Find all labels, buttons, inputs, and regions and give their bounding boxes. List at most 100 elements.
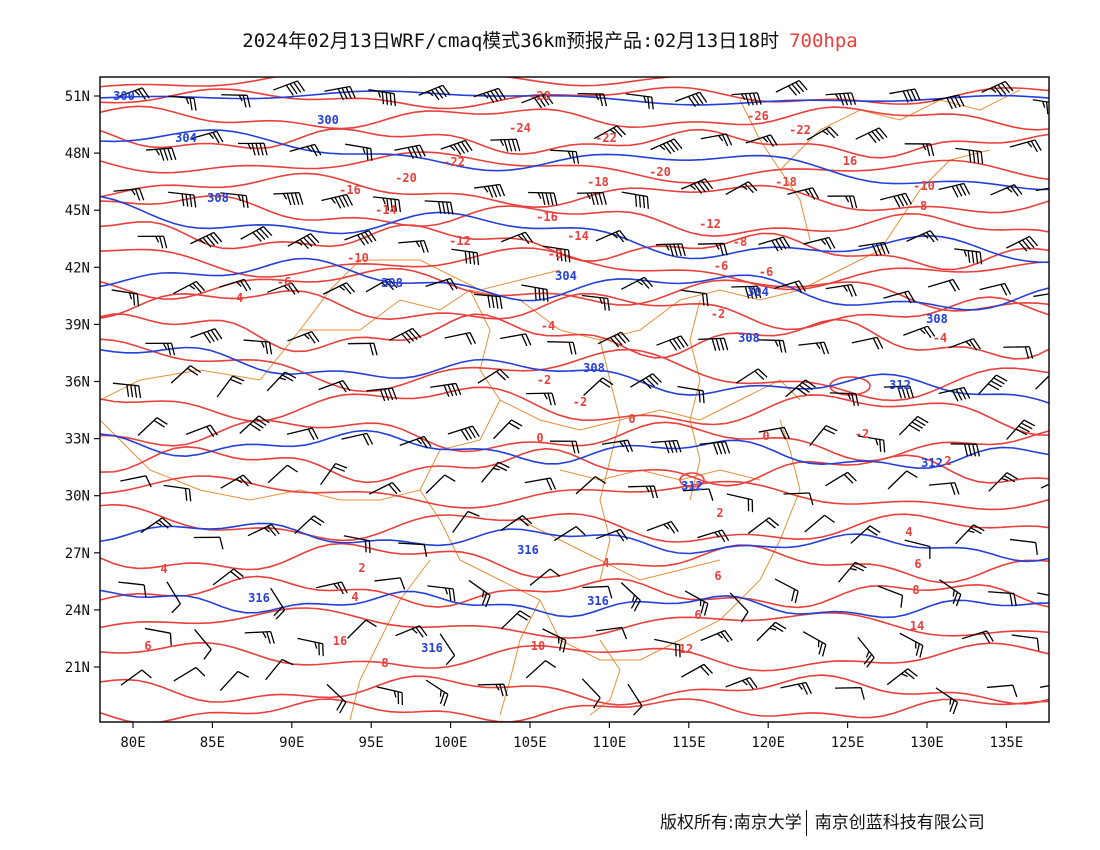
wind-barb (191, 130, 224, 144)
wind-barb (247, 523, 280, 537)
wind-barb (601, 439, 634, 453)
wind-barb (950, 443, 981, 457)
wind-barb (120, 669, 152, 686)
wind-barb (889, 88, 921, 103)
height-label: 308 (738, 331, 760, 345)
wind-barb (835, 687, 865, 700)
wind-barb (170, 365, 202, 384)
wind-barb (806, 126, 839, 141)
wind-barb (481, 461, 510, 483)
wind-barb (294, 515, 325, 535)
wind-barb (244, 631, 275, 644)
temperature-label: -8 (548, 247, 562, 261)
temperature-label: -4 (229, 291, 243, 305)
wind-barb (145, 342, 176, 356)
wind-barb (238, 142, 268, 156)
wind-barb (440, 139, 473, 156)
wind-barb (144, 627, 172, 646)
wind-barb (683, 488, 714, 501)
wind-barb (581, 678, 601, 709)
wind-barb (321, 193, 353, 209)
wind-barb (528, 191, 558, 206)
wind-barb (286, 427, 319, 441)
wind-barb (316, 581, 348, 595)
wind-barb (117, 87, 150, 100)
wind-barb (112, 382, 142, 399)
wind-barb (1006, 419, 1036, 440)
height-label: 304 (555, 269, 577, 283)
wind-barb (850, 525, 881, 544)
temperature-contour (679, 472, 705, 488)
lat-tick-label: 51N (65, 89, 90, 105)
wind-barb (906, 230, 939, 243)
wind-barb (425, 679, 449, 707)
wind-barb (577, 92, 608, 107)
pressure-level-label: 700hpa (789, 30, 858, 52)
wind-barb (575, 475, 606, 495)
height-label: 300 (113, 89, 135, 103)
wind-barb (798, 341, 830, 355)
wind-barb (118, 581, 147, 598)
wind-barb (627, 683, 643, 716)
wind-barb (289, 143, 322, 157)
temperature-label: -2 (855, 427, 869, 441)
wind-barb (802, 631, 827, 657)
wind-barbs (111, 79, 1092, 716)
wind-barb (675, 91, 708, 108)
temperature-contour (100, 313, 1049, 360)
boundary-line (419, 419, 801, 661)
lat-tick-label: 48N (65, 146, 90, 162)
wind-barb (877, 585, 904, 608)
height-label: 300 (317, 113, 339, 127)
wind-barb (655, 243, 686, 257)
temperature-contour (100, 338, 1049, 402)
wind-barb (780, 681, 812, 695)
wind-barb (366, 387, 398, 402)
wind-barb (827, 195, 858, 209)
wind-barb (266, 371, 297, 392)
lat-tick-label: 39N (65, 317, 90, 333)
boundary-line (779, 89, 1021, 171)
wind-barb (267, 282, 300, 295)
wind-barb (677, 385, 705, 404)
wind-barb (553, 525, 586, 542)
wind-barb (979, 282, 1012, 296)
wind-barb (521, 284, 549, 302)
wind-barb (239, 415, 270, 434)
wind-barb (193, 536, 224, 550)
wind-barb (524, 477, 557, 491)
wind-barb (928, 482, 960, 495)
temperature-label: 4 (351, 590, 358, 604)
wind-barb (320, 462, 348, 486)
latitude-axis: 51N 48N 45N 42N 39N 36N 33N 30N 27N 24N 21N (65, 89, 100, 676)
wind-barb (473, 87, 506, 103)
temperature-label: 2 (358, 561, 365, 575)
temperature-label: -8 (913, 199, 927, 213)
height-contour (100, 429, 1049, 470)
wind-barb (886, 668, 918, 686)
temperature-contour (100, 641, 1049, 672)
wind-barb (684, 590, 709, 616)
lon-tick-label: 90E (279, 735, 304, 751)
footer-divider (805, 810, 807, 836)
temperature-label: -2 (711, 307, 725, 321)
wind-barb (731, 92, 762, 106)
wind-barb (938, 386, 971, 402)
boundary-lines (100, 89, 1021, 721)
wind-barb (547, 341, 577, 355)
height-contour (100, 129, 1049, 191)
wind-barb (756, 621, 787, 642)
wind-barb (240, 226, 273, 242)
height-label: 312 (681, 479, 703, 493)
wind-barb (425, 277, 458, 291)
height-contour (100, 257, 1049, 311)
wind-barb (500, 515, 533, 531)
wind-barb (344, 230, 377, 246)
temperature-label: 8 (381, 656, 388, 670)
lat-tick-label: 42N (65, 260, 90, 276)
wind-barb (954, 248, 983, 265)
wind-barb (1061, 525, 1092, 550)
lon-tick-label: 95E (359, 735, 384, 751)
wind-barb (318, 379, 351, 393)
